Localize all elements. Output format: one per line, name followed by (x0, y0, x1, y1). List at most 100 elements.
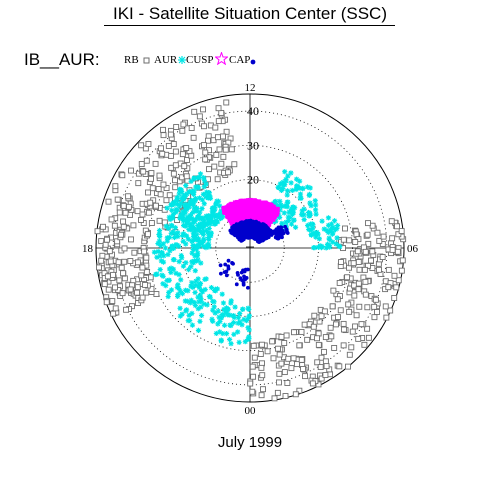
rb-point (144, 231, 151, 238)
aur-point (196, 281, 203, 287)
rb-point (336, 363, 343, 370)
aur-point (180, 263, 187, 269)
aur-point (319, 243, 325, 250)
rb-point (105, 198, 112, 205)
cap-point (246, 226, 251, 231)
rb-point (148, 220, 155, 226)
rb-point (276, 370, 283, 377)
aur-point (321, 226, 327, 232)
aur-point (274, 203, 280, 210)
aur-point (209, 211, 215, 217)
aur-point (187, 222, 193, 228)
rb-point (130, 222, 137, 229)
rb-point (259, 372, 266, 379)
rb-point (364, 325, 371, 332)
rb-point (371, 314, 378, 321)
aur-point (169, 207, 175, 213)
aur-point (294, 183, 300, 189)
aur-point (213, 201, 219, 207)
cap-point (236, 272, 240, 277)
aur-point (210, 307, 216, 313)
aur-point (308, 203, 314, 209)
aur-point (246, 306, 252, 312)
rb-point (387, 307, 394, 314)
aur-point (191, 205, 197, 211)
rb-point (200, 106, 206, 113)
rb-point (353, 312, 360, 319)
cap-point (266, 234, 271, 239)
aur-point (299, 212, 305, 218)
mlt-label-06: 06 (407, 243, 419, 255)
rb-point (298, 356, 305, 363)
aur-point (157, 253, 163, 259)
aur-point (191, 176, 197, 182)
rb-point (196, 113, 203, 120)
rb-point (225, 169, 232, 176)
aur-point (211, 208, 217, 214)
aur-point (332, 226, 339, 233)
aur-point (312, 207, 319, 213)
cap-point (232, 228, 236, 233)
aur-point (190, 224, 196, 231)
rb-point (260, 386, 266, 393)
aur-point (199, 197, 206, 203)
cap-point (240, 222, 245, 227)
aur-point (275, 184, 281, 190)
aur-point (178, 212, 184, 218)
aur-point (203, 194, 209, 200)
aur-point (313, 211, 319, 217)
aur-point (169, 246, 175, 252)
rb-point (107, 258, 114, 265)
aur-point (217, 318, 223, 325)
aur-point (237, 310, 243, 317)
cap-point (238, 231, 243, 236)
aur-point (190, 242, 196, 249)
rb-point (314, 359, 321, 366)
aur-point (200, 191, 206, 197)
aur-point (293, 176, 300, 182)
aur-point (306, 226, 312, 233)
cap-point (234, 282, 239, 287)
aur-point (297, 191, 304, 197)
cap-point (251, 228, 256, 233)
rb-point (108, 216, 115, 223)
rb-point (134, 259, 141, 266)
aur-point (220, 212, 226, 218)
aur-point (178, 200, 184, 206)
rb-point (361, 266, 368, 273)
rb-point (340, 236, 347, 243)
rb-point (379, 241, 386, 247)
aur-point (168, 222, 174, 228)
rb-point (106, 248, 113, 255)
aur-point (198, 304, 204, 310)
cap-point (224, 269, 229, 274)
rb-point (98, 238, 105, 245)
aur-point (281, 210, 287, 216)
rb-point (172, 177, 178, 184)
rb-point (371, 303, 378, 310)
aur-point (195, 184, 201, 190)
rb-point (346, 351, 353, 358)
aur-point (201, 201, 207, 207)
tick-labels: 12 18 06 00 40 30 20 (82, 82, 419, 417)
rb-point (336, 279, 343, 286)
rb-point (269, 338, 276, 345)
aur-point (242, 339, 248, 345)
cusp-point (267, 219, 272, 224)
cusp-point (260, 212, 265, 217)
rb-point (202, 156, 209, 163)
aur-point (284, 199, 290, 205)
aur-point (206, 293, 213, 300)
rb-point (329, 303, 336, 310)
aur-point (282, 182, 288, 188)
aur-point (178, 187, 184, 193)
rb-point (270, 355, 277, 362)
cusp-point (240, 208, 245, 214)
aur-point (227, 322, 233, 328)
aur-point (225, 306, 231, 312)
rb-point (340, 320, 347, 327)
aur-point (307, 185, 313, 191)
rb-point (365, 262, 371, 269)
rb-point (380, 233, 387, 240)
